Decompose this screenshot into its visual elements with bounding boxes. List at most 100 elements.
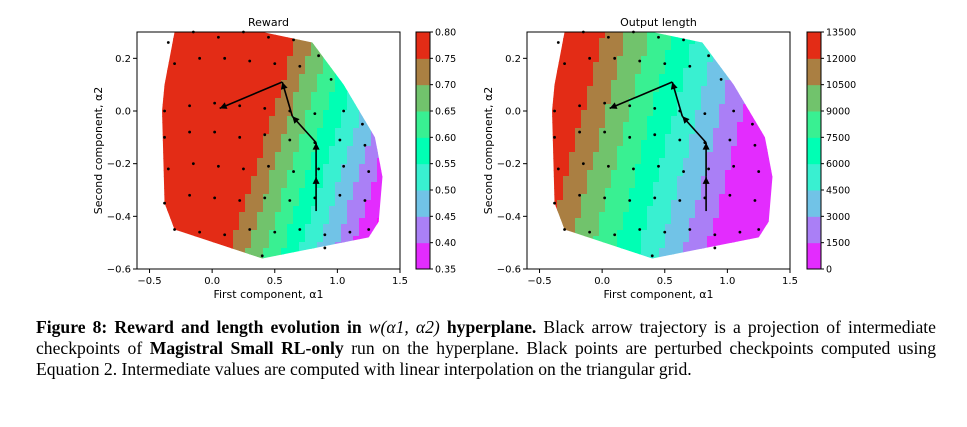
checkpoint-point xyxy=(317,54,320,58)
trajectory-arrowhead xyxy=(702,176,710,184)
colorbar-band xyxy=(807,58,821,86)
colorbar: 0.35 0.40 0.45 0.50 0.55 0.60 0.65 0.70 0.75 0.80 xyxy=(415,28,456,276)
figure-caption: Figure 8: Reward and length evolution in… xyxy=(36,317,936,380)
colorbar-band xyxy=(416,84,430,112)
checkpoint-point xyxy=(198,230,202,234)
trajectory-arrowhead xyxy=(609,102,618,109)
checkpoint-point xyxy=(213,196,217,200)
checkpoint-point xyxy=(678,199,682,202)
x-tick-label: 0.5 xyxy=(657,276,673,287)
checkpoint-point xyxy=(728,138,732,142)
colorbar-tick-label: 0.60 xyxy=(435,133,456,144)
colorbar-band xyxy=(807,163,821,191)
checkpoint-point xyxy=(166,41,170,44)
checkpoint-point xyxy=(288,138,292,142)
checkpoint-point xyxy=(223,56,227,60)
axes-frame xyxy=(136,31,401,270)
checkpoint-point xyxy=(163,201,166,205)
colorbar-tick-label: 0.80 xyxy=(435,28,456,39)
y-tick-label: 0.2 xyxy=(115,54,131,65)
colorbar-band xyxy=(416,242,430,270)
checkpoint-point xyxy=(238,135,242,139)
checkpoint-point xyxy=(588,230,592,234)
checkpoint-point xyxy=(653,106,657,110)
checkpoint-point xyxy=(703,112,707,116)
checkpoint-point xyxy=(657,164,660,168)
colorbar-band xyxy=(807,190,821,217)
caption-title-math: w(α1, α2) xyxy=(368,317,440,337)
colorbar-band xyxy=(416,32,430,59)
checkpoint-point xyxy=(363,143,367,147)
colorbar-tick-label: 0.75 xyxy=(435,54,456,65)
checkpoint-point xyxy=(553,201,556,205)
checkpoint-point xyxy=(578,130,581,134)
colorbar-band xyxy=(416,190,430,217)
checkpoint-point xyxy=(553,109,556,113)
colorbar-tick-label: 0.70 xyxy=(435,80,456,91)
checkpoint-point xyxy=(628,199,632,202)
checkpoint-point xyxy=(607,164,610,168)
checkpoint-point xyxy=(263,196,267,200)
checkpoint-point xyxy=(556,41,560,44)
checkpoint-point xyxy=(260,254,264,258)
y-tick-label: −0.6 xyxy=(497,265,521,276)
checkpoint-point xyxy=(267,35,270,39)
checkpoint-point xyxy=(588,56,592,60)
checkpoint-point xyxy=(751,122,754,126)
contour-fill xyxy=(162,32,383,259)
checkpoint-point xyxy=(242,30,245,34)
checkpoint-point xyxy=(688,64,692,68)
x-tick-label: 1.0 xyxy=(719,276,735,287)
checkpoint-point xyxy=(191,162,195,166)
trajectory-segment xyxy=(219,81,283,110)
checkpoint-point xyxy=(213,130,217,134)
axes-frame xyxy=(526,31,791,270)
checkpoint-point xyxy=(719,78,723,81)
colorbar-tick-label: 0.55 xyxy=(435,159,456,170)
colorbar-band xyxy=(807,111,821,138)
checkpoint-point xyxy=(367,228,371,231)
checkpoint-point xyxy=(188,130,192,134)
trajectory-segment xyxy=(609,81,673,110)
checkpoint-point xyxy=(732,164,736,168)
checkpoint-point xyxy=(342,109,346,113)
chart-title: Output length xyxy=(620,16,697,29)
checkpoint-point xyxy=(273,62,277,65)
checkpoint-point xyxy=(188,104,192,108)
checkpoint-point xyxy=(728,193,732,197)
checkpoint-point xyxy=(363,199,367,202)
colorbar-tick-label: 0.35 xyxy=(435,265,456,276)
caption-sentence-2: run on the hyperplane. Black points are … xyxy=(36,338,936,379)
checkpoint-point xyxy=(163,135,166,139)
y-tick-label: 0.2 xyxy=(505,54,521,65)
checkpoint-point xyxy=(581,30,585,34)
checkpoint-point xyxy=(329,78,333,81)
checkpoint-point xyxy=(713,246,717,250)
checkpoint-point xyxy=(173,228,176,231)
y-tick-label: 0.0 xyxy=(505,107,521,118)
checkpoint-point xyxy=(238,104,242,108)
x-axis-label: First component, α1 xyxy=(603,288,713,300)
checkpoint-point xyxy=(323,246,327,250)
caption-title-post: hyperplane. xyxy=(439,317,537,337)
checkpoint-point xyxy=(638,228,642,231)
checkpoint-point xyxy=(191,30,195,34)
colorbar-frame xyxy=(806,31,822,270)
colorbar-band xyxy=(416,111,430,138)
colorbar-tick-label: 12000 xyxy=(826,54,856,65)
y-tick-label: −0.2 xyxy=(107,159,131,170)
y-tick-label: −0.6 xyxy=(107,265,131,276)
chart-title: Reward xyxy=(248,16,289,29)
checkpoint-point xyxy=(163,109,166,113)
colorbar-tick-label: 4500 xyxy=(826,186,850,197)
trajectory-arrowhead xyxy=(702,142,710,150)
colorbar-tick-label: 0.45 xyxy=(435,212,456,223)
x-tick-label: 0.0 xyxy=(204,276,220,287)
colorbar-tick-label: 0 xyxy=(826,265,832,276)
y-tick-label: −0.4 xyxy=(107,212,131,223)
colorbar-tick-label: 0.50 xyxy=(435,186,456,197)
colorbar-tick-label: 13500 xyxy=(826,28,856,39)
colorbar-tick-label: 0.65 xyxy=(435,107,456,118)
checkpoint-point xyxy=(317,167,320,171)
x-tick-label: 0.5 xyxy=(267,276,283,287)
